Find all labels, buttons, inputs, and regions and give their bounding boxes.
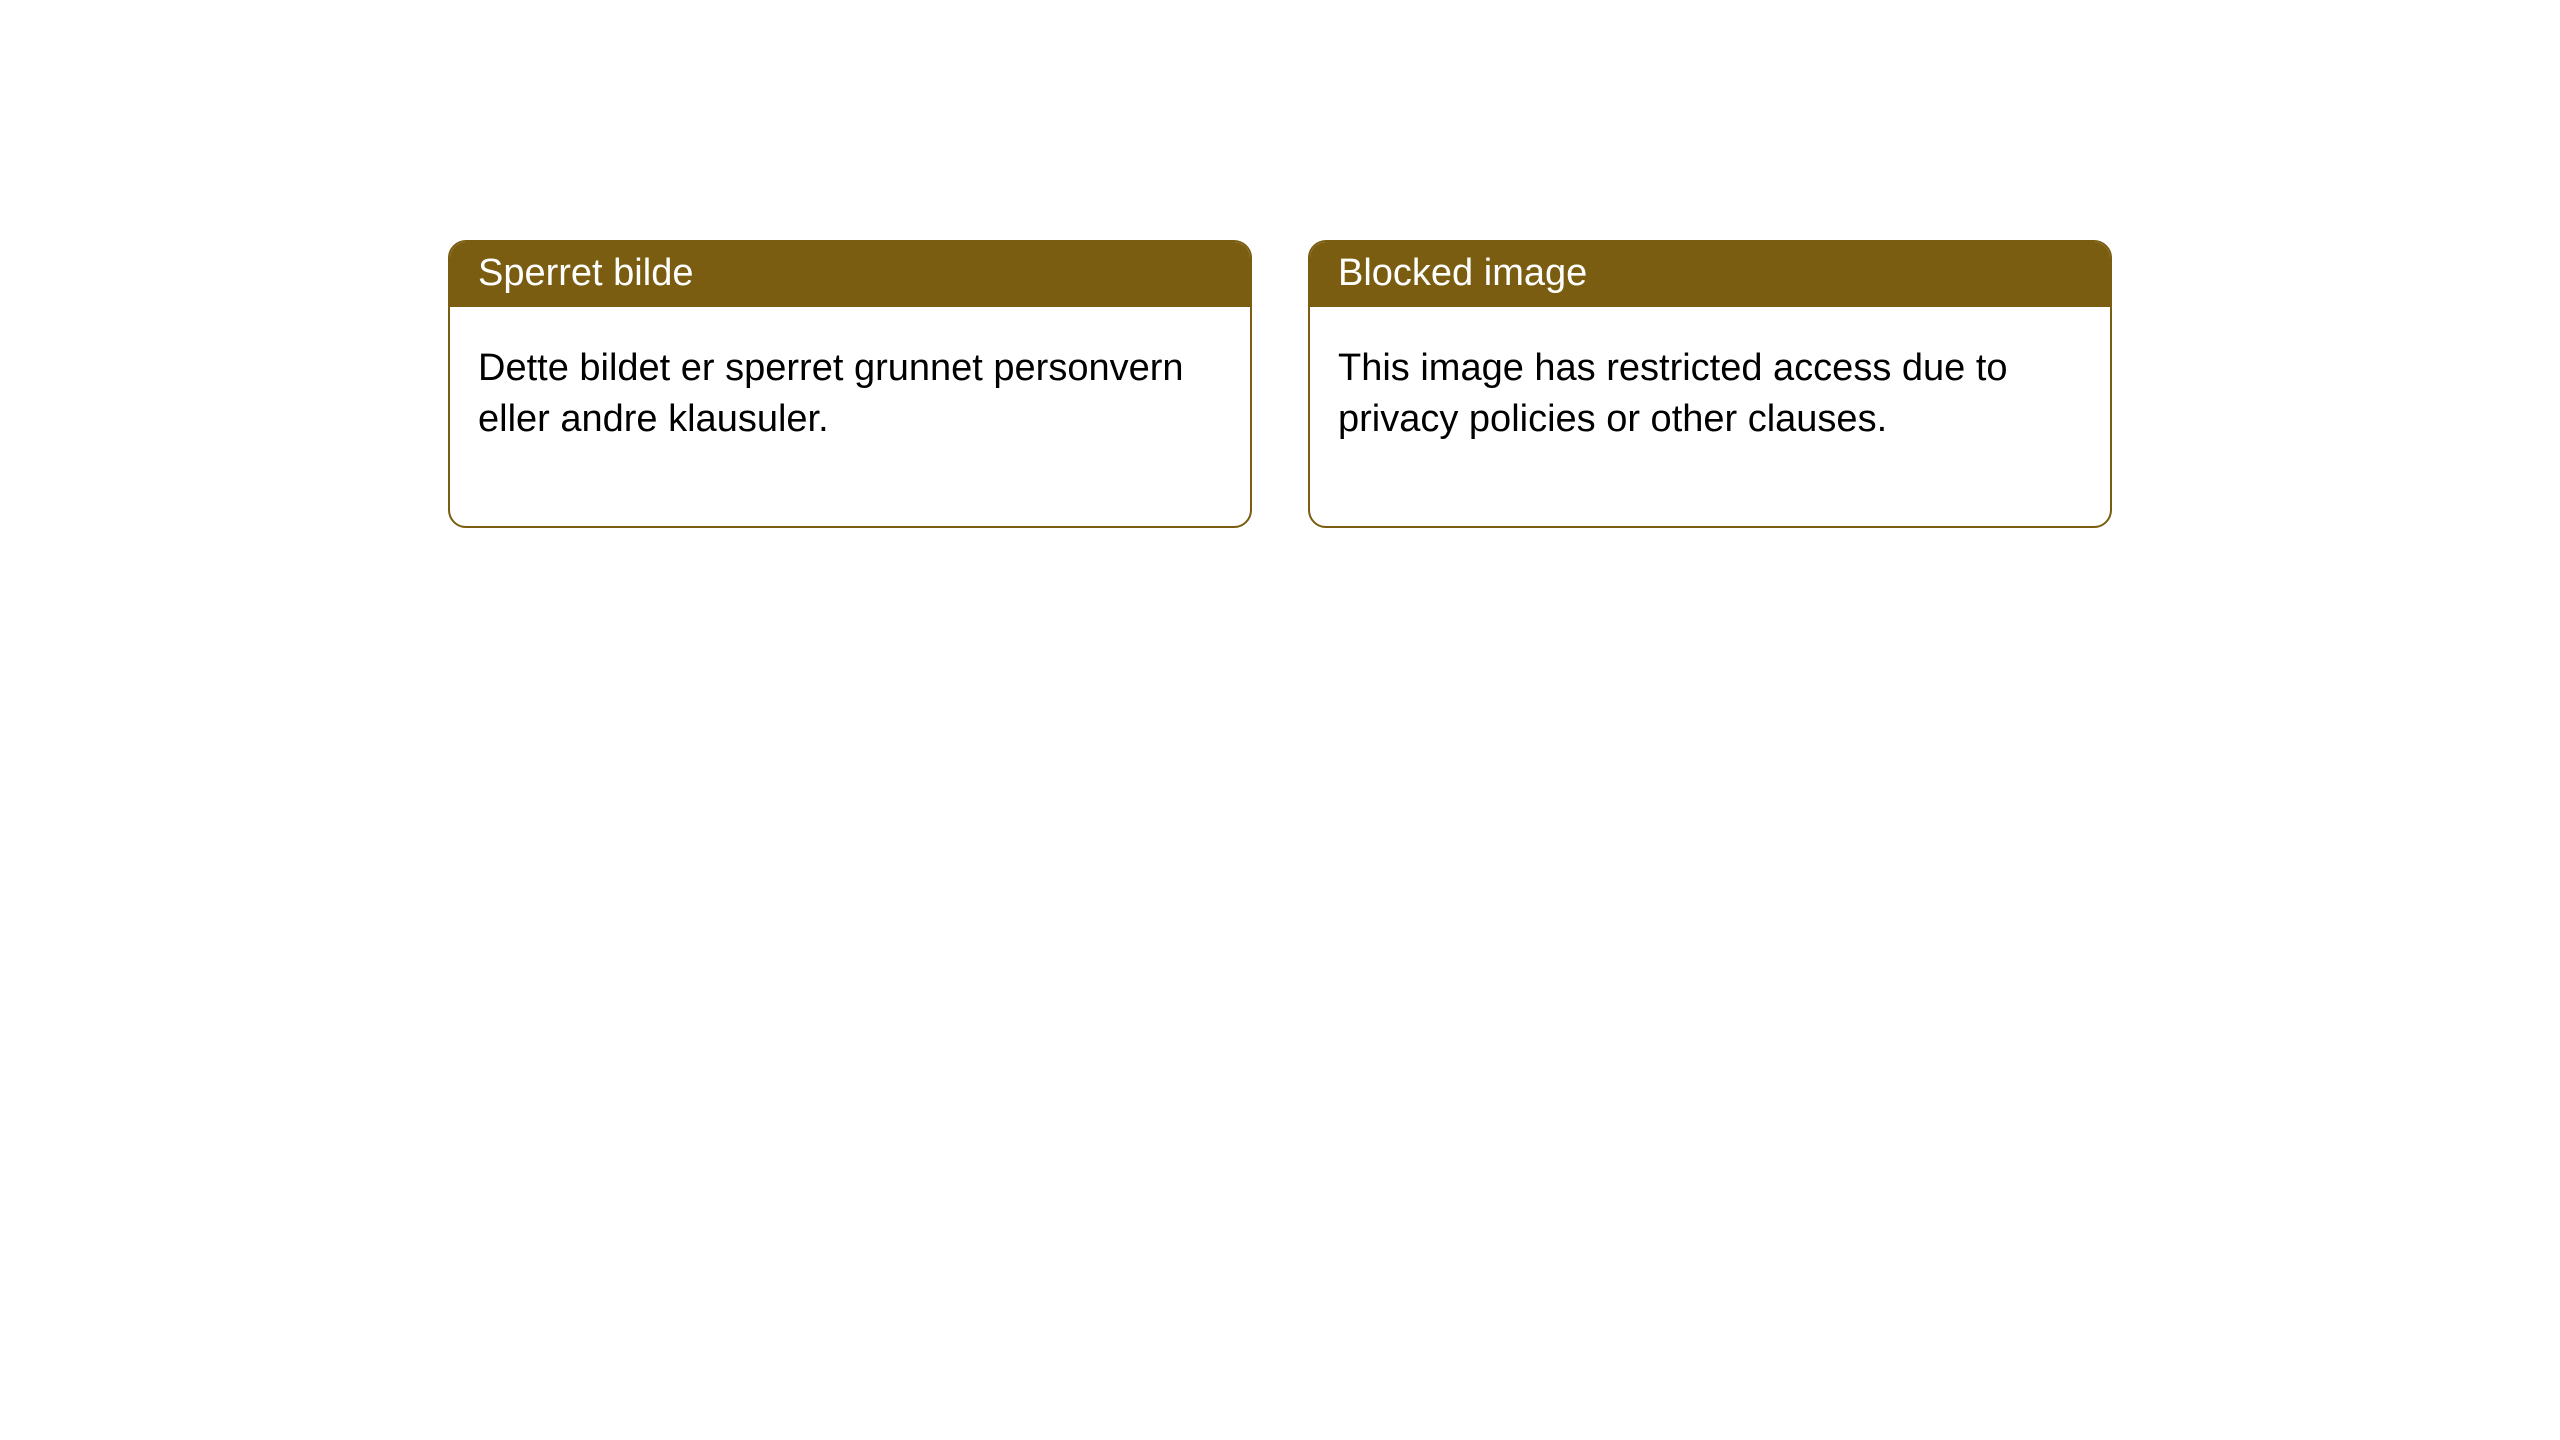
notice-card-norwegian: Sperret bilde Dette bildet er sperret gr… (448, 240, 1252, 528)
notice-body-text: This image has restricted access due to … (1310, 307, 2110, 526)
notice-cards-container: Sperret bilde Dette bildet er sperret gr… (0, 0, 2560, 528)
notice-title: Blocked image (1310, 242, 2110, 307)
notice-title: Sperret bilde (450, 242, 1250, 307)
notice-body-text: Dette bildet er sperret grunnet personve… (450, 307, 1250, 526)
notice-card-english: Blocked image This image has restricted … (1308, 240, 2112, 528)
